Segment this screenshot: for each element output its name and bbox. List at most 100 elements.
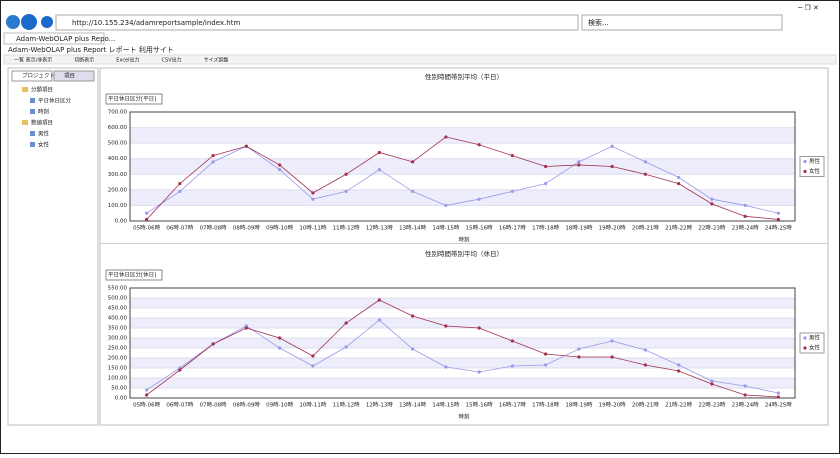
x-tick-label: 16時-17時	[499, 224, 526, 232]
left-pane	[7, 67, 99, 426]
data-point	[178, 182, 182, 186]
window-controls[interactable]: ─ ❐ ✕	[797, 4, 819, 12]
pane-tab[interactable]	[11, 70, 53, 82]
pane-tab[interactable]	[53, 70, 95, 82]
x-tick-label: 14時-15時	[432, 401, 459, 409]
ie-logo	[6, 15, 20, 29]
folder-icon	[22, 120, 28, 125]
data-point	[344, 172, 348, 176]
y-tick-label: 250.00	[108, 346, 128, 352]
y-tick-label: 300.00	[108, 172, 128, 178]
data-point	[577, 163, 581, 167]
x-tick-label: 13時-14時	[399, 401, 426, 409]
data-point	[677, 369, 681, 373]
data-point	[643, 172, 647, 176]
legend-marker	[803, 159, 807, 164]
filter-label: 平日休日区分[平日]	[108, 95, 156, 103]
plot-frame	[129, 287, 796, 399]
data-point	[776, 211, 780, 215]
folder-icon	[22, 87, 28, 92]
tree-item[interactable]: 時刻	[38, 108, 50, 116]
grid-band	[130, 127, 795, 144]
address-bar[interactable]	[55, 14, 579, 31]
tree-group[interactable]: 分類項目	[31, 86, 53, 94]
y-tick-label: 550.00	[108, 286, 128, 292]
y-tick-label: 100.00	[108, 376, 128, 382]
data-point	[178, 189, 182, 194]
data-point	[444, 203, 448, 208]
tree-item[interactable]: 平日休日区分	[38, 97, 72, 105]
data-point	[477, 370, 481, 374]
toolbar-button[interactable]: サイズ調整	[204, 57, 229, 64]
x-tick-label: 22時-23時	[698, 224, 725, 232]
tree-item[interactable]: 男性	[38, 130, 50, 138]
x-tick-label: 07時-08時	[200, 401, 227, 409]
x-tick-label: 08時-09時	[233, 224, 260, 232]
pane-tab-label: プロジェクト	[22, 73, 55, 80]
toolbar-button[interactable]: 切断表示	[74, 57, 94, 64]
data-point	[544, 164, 548, 169]
x-tick-label: 06時-07時	[166, 401, 193, 409]
data-point	[444, 365, 448, 369]
grid-band	[130, 358, 795, 368]
x-tick-label: 17時-18時	[532, 224, 559, 232]
data-point	[776, 395, 780, 399]
y-tick-label: 350.00	[108, 326, 128, 332]
series-line	[146, 299, 779, 398]
data-point	[278, 346, 282, 350]
data-point	[344, 345, 348, 349]
x-tick-label: 05時-06時	[133, 401, 160, 409]
filter-dropdown[interactable]	[105, 93, 163, 105]
filter-dropdown[interactable]	[105, 269, 163, 281]
x-tick-label: 18時-19時	[565, 401, 592, 409]
legend-marker	[803, 346, 807, 350]
data-point	[710, 202, 714, 206]
data-point	[510, 364, 514, 368]
x-tick-label: 17時-18時	[532, 401, 559, 409]
x-tick-label: 20時-21時	[632, 224, 659, 232]
data-point	[710, 379, 714, 383]
tree-item[interactable]: 女性	[38, 141, 50, 149]
data-point	[776, 217, 780, 222]
data-point	[145, 211, 149, 215]
data-point	[510, 154, 514, 158]
data-point	[411, 189, 415, 194]
tree-group[interactable]: 数値項目	[31, 119, 53, 127]
back-button[interactable]	[21, 14, 37, 30]
data-point	[743, 384, 747, 388]
data-point	[344, 321, 348, 325]
item-icon	[30, 98, 35, 103]
data-point	[211, 154, 215, 158]
x-tick-label: 06時-07時	[166, 224, 193, 232]
data-point	[444, 135, 448, 139]
data-point	[145, 217, 149, 222]
x-axis-label: 時刻	[458, 413, 470, 421]
data-point	[411, 160, 415, 164]
toolbar-button[interactable]: CSV出力	[162, 57, 182, 64]
data-point	[145, 393, 149, 397]
data-point	[377, 298, 381, 302]
item-icon	[30, 109, 35, 114]
item-icon	[30, 131, 35, 136]
filter-label: 平日休日区分[休日]	[108, 271, 156, 279]
tab[interactable]	[3, 32, 105, 45]
data-point	[743, 203, 747, 208]
toolbar-button[interactable]: 一覧 表示/非表示	[14, 57, 52, 64]
data-point	[178, 368, 182, 372]
legend-label: 女性	[809, 167, 821, 175]
x-tick-label: 24時-25時	[765, 224, 792, 232]
data-point	[743, 393, 747, 397]
y-tick-label: 300.00	[108, 336, 128, 342]
x-axis-label: 時刻	[458, 236, 470, 244]
x-tick-label: 11時-12時	[333, 224, 360, 232]
search-box[interactable]	[581, 14, 783, 31]
x-tick-label: 05時-06時	[133, 224, 160, 232]
data-point	[411, 314, 415, 318]
toolbar-button[interactable]: Excel出力	[116, 57, 139, 64]
y-tick-label: 400.00	[108, 156, 128, 162]
x-tick-label: 10時-11時	[299, 224, 326, 232]
data-point	[377, 150, 381, 155]
forward-button[interactable]	[41, 16, 53, 28]
